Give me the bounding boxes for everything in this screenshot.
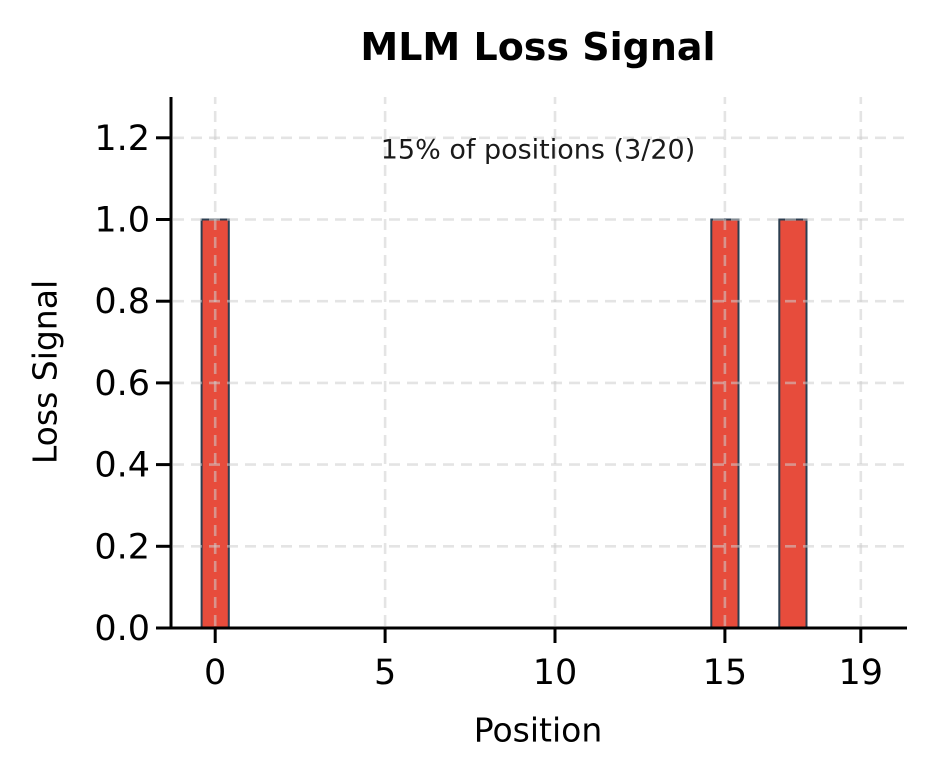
y-tick-label-0.6: 0.6 <box>94 364 150 404</box>
x-tick-label-10: 10 <box>533 653 578 693</box>
x-axis-label: Position <box>473 710 603 750</box>
x-tick-label-0: 0 <box>204 653 226 693</box>
chart-title: MLM Loss Signal <box>360 25 716 69</box>
x-tick-label-19: 19 <box>839 653 884 693</box>
y-tick-label-0.8: 0.8 <box>94 282 150 322</box>
y-tick-label-1.0: 1.0 <box>94 201 150 241</box>
y-axis-label: Loss Signal <box>25 279 65 465</box>
x-tick-label-5: 5 <box>374 653 396 693</box>
y-tick-label-1.2: 1.2 <box>94 119 150 159</box>
annotation-text: 15% of positions (3/20) <box>380 134 696 166</box>
y-tick-label-0.0: 0.0 <box>94 609 150 649</box>
y-tick-label-0.4: 0.4 <box>94 446 150 486</box>
bar-position-17 <box>778 218 808 629</box>
y-tick-label-0.2: 0.2 <box>94 527 150 567</box>
x-tick-label-15: 15 <box>703 653 748 693</box>
